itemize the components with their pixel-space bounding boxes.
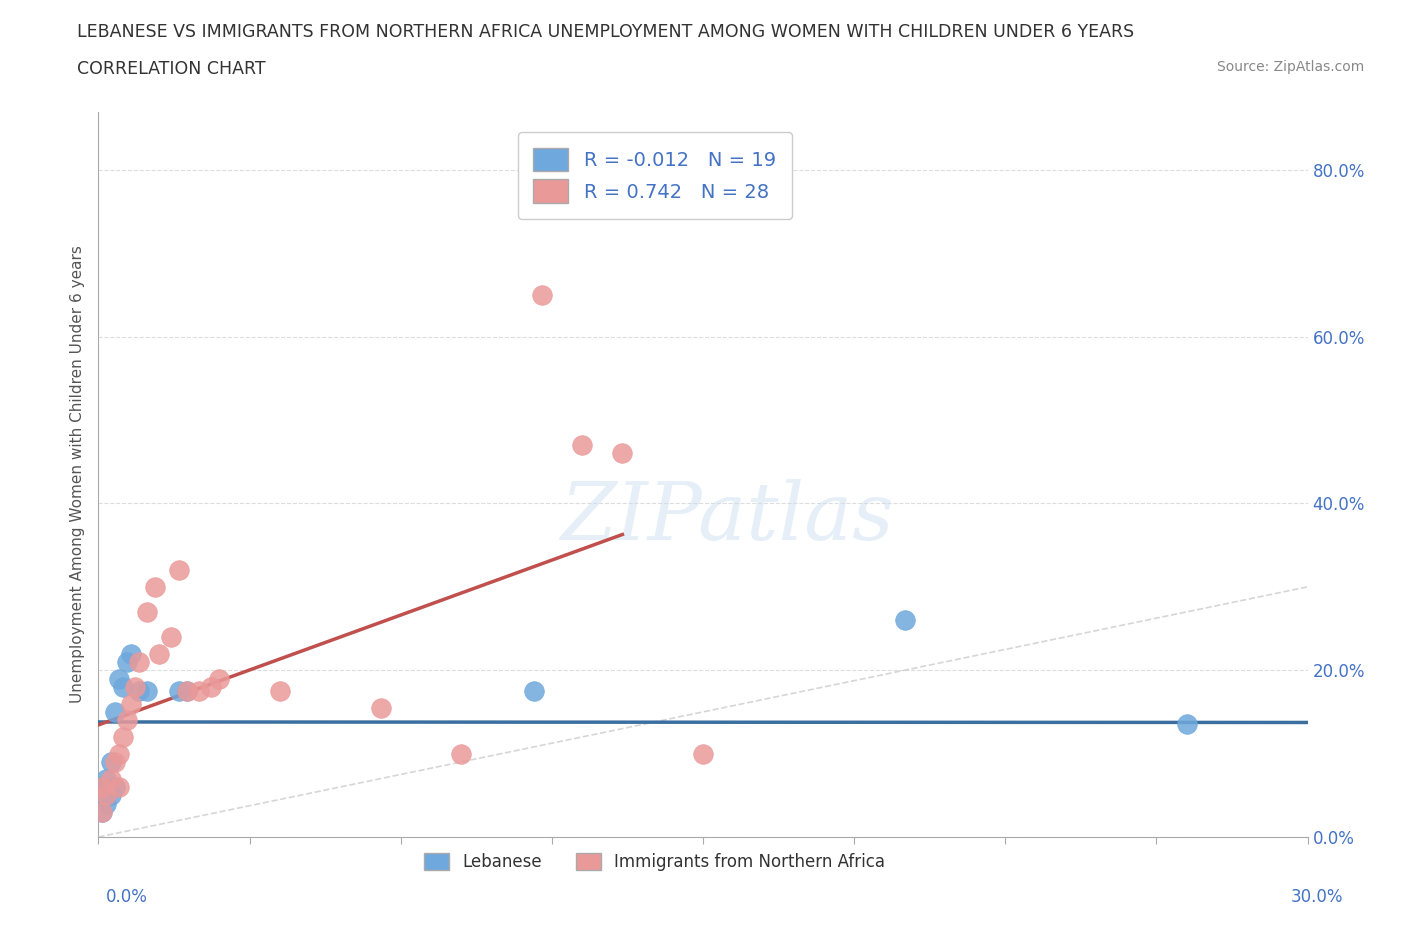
Point bbox=[167, 684, 190, 698]
Point bbox=[103, 779, 125, 794]
Text: LEBANESE VS IMMIGRANTS FROM NORTHERN AFRICA UNEMPLOYMENT AMONG WOMEN WITH CHILDR: LEBANESE VS IMMIGRANTS FROM NORTHERN AFR… bbox=[77, 23, 1135, 41]
Point bbox=[96, 788, 118, 803]
Y-axis label: Unemployment Among Women with Children Under 6 years: Unemployment Among Women with Children U… bbox=[69, 246, 84, 703]
Point bbox=[148, 646, 170, 661]
Point bbox=[143, 579, 166, 594]
Point bbox=[111, 680, 134, 695]
Point bbox=[120, 697, 142, 711]
Point bbox=[176, 684, 198, 698]
Point bbox=[571, 438, 593, 453]
Point bbox=[96, 771, 118, 786]
Point bbox=[269, 684, 291, 698]
Point bbox=[135, 684, 157, 698]
Point bbox=[208, 671, 231, 686]
Point bbox=[96, 796, 118, 811]
Point bbox=[135, 604, 157, 619]
Point bbox=[107, 779, 129, 794]
Point bbox=[107, 746, 129, 761]
Point bbox=[103, 754, 125, 769]
Point bbox=[128, 684, 150, 698]
Point bbox=[103, 705, 125, 720]
Point bbox=[115, 712, 138, 727]
Point bbox=[115, 655, 138, 670]
Point bbox=[530, 287, 553, 302]
Point bbox=[111, 729, 134, 744]
Point bbox=[107, 671, 129, 686]
Point bbox=[100, 754, 122, 769]
Point bbox=[370, 700, 392, 715]
Point bbox=[692, 746, 714, 761]
Point bbox=[160, 630, 183, 644]
Point bbox=[450, 746, 472, 761]
Text: ZIPatlas: ZIPatlas bbox=[561, 479, 894, 556]
Point bbox=[128, 655, 150, 670]
Point bbox=[120, 646, 142, 661]
Point bbox=[100, 788, 122, 803]
Point bbox=[91, 804, 114, 819]
Point bbox=[167, 563, 190, 578]
Point bbox=[91, 804, 114, 819]
Text: Source: ZipAtlas.com: Source: ZipAtlas.com bbox=[1216, 60, 1364, 74]
Text: 0.0%: 0.0% bbox=[105, 888, 148, 906]
Point bbox=[612, 446, 634, 461]
Point bbox=[91, 779, 114, 794]
Point bbox=[893, 613, 915, 628]
Point bbox=[188, 684, 211, 698]
Point bbox=[91, 779, 114, 794]
Legend: Lebanese, Immigrants from Northern Africa: Lebanese, Immigrants from Northern Afric… bbox=[416, 844, 893, 880]
Point bbox=[200, 680, 222, 695]
Text: 30.0%: 30.0% bbox=[1291, 888, 1343, 906]
Point bbox=[523, 684, 546, 698]
Point bbox=[176, 684, 198, 698]
Point bbox=[124, 680, 146, 695]
Point bbox=[1175, 717, 1198, 732]
Text: CORRELATION CHART: CORRELATION CHART bbox=[77, 60, 266, 78]
Point bbox=[100, 771, 122, 786]
